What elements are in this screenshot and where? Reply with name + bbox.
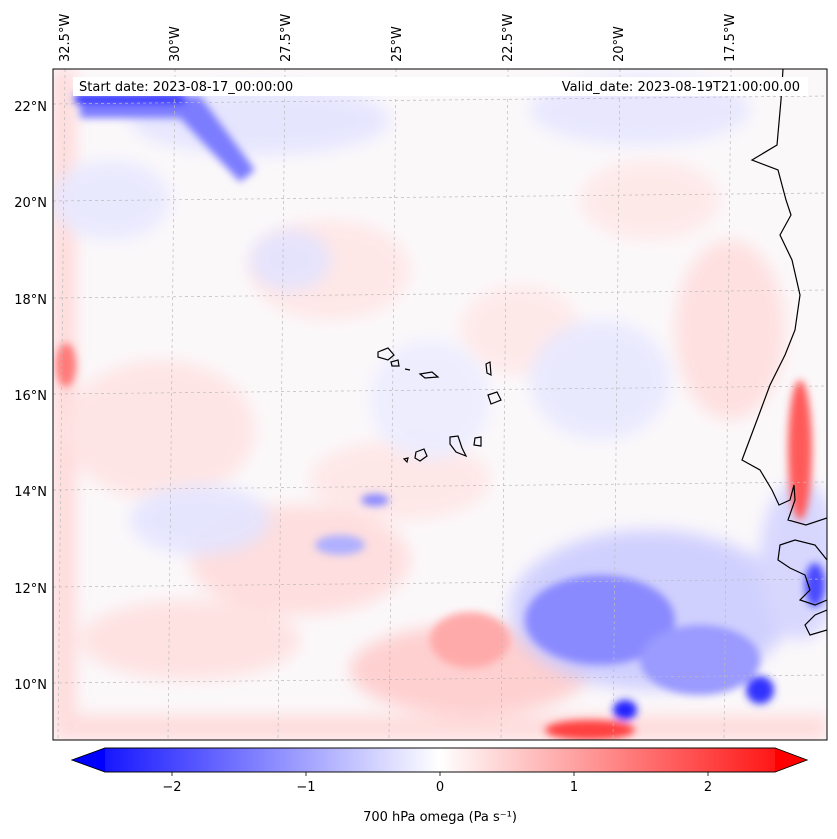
cape-verde-santo-antao — [377, 347, 395, 361]
lon-label: 17.5°W — [723, 14, 738, 62]
colorbar-min-extend — [72, 748, 105, 772]
cape-verde-sao-nicolau — [418, 371, 440, 379]
guinea-bissau-coast — [804, 609, 827, 636]
lon-label: 22.5°W — [501, 14, 516, 62]
lat-label: 10°N — [14, 678, 47, 693]
coastlines — [377, 69, 827, 636]
date-info-box — [73, 77, 808, 96]
start-date-label: Start date: 2023-08-17_00:00:00 — [79, 80, 293, 95]
gambia-senegal-coast — [777, 539, 827, 606]
cape-verde-sal — [485, 361, 492, 377]
west-africa-coastline — [741, 69, 827, 526]
latitude-labels: 22°N 20°N 18°N 16°N 14°N 12°N 10°N — [14, 100, 47, 693]
cape-verde-santiago — [449, 435, 468, 458]
lat-label: 14°N — [14, 485, 47, 500]
colorbar-outline — [70, 747, 809, 773]
cape-verde-boa-vista — [487, 391, 502, 405]
cape-verde-sao-vicente — [390, 359, 400, 367]
map-frame — [52, 68, 828, 741]
cape-verde-brava — [402, 457, 409, 464]
gridlines — [53, 69, 827, 740]
colorbar-tick: −2 — [162, 780, 181, 795]
lon-label: 27.5°W — [279, 14, 294, 62]
lat-label: 18°N — [14, 293, 47, 308]
cape-verde-maio — [473, 436, 482, 447]
lon-label: 32.5°W — [58, 14, 73, 62]
lat-label: 20°N — [14, 196, 47, 211]
colorbar-body — [70, 747, 809, 773]
cape-verde-santa-luzia — [404, 368, 411, 371]
lon-label: 25°W — [390, 26, 405, 62]
lon-label: 30°W — [168, 26, 183, 62]
colorbar-tick: 0 — [436, 780, 444, 795]
omega-field — [53, 69, 827, 740]
lat-label: 12°N — [14, 582, 47, 597]
lat-label: 22°N — [14, 100, 47, 115]
cape-verde-fogo — [414, 448, 428, 462]
colorbar: −2 −1 0 1 2 700 hPa omega (Pa s⁻¹) — [70, 747, 809, 825]
colorbar-title: 700 hPa omega (Pa s⁻¹) — [363, 810, 517, 825]
colorbar-tick: 2 — [704, 780, 712, 795]
colorbar-tick: 1 — [570, 780, 578, 795]
colorbar-tick: −1 — [296, 780, 315, 795]
lon-label: 20°W — [612, 26, 627, 62]
colorbar-max-extend — [775, 748, 807, 772]
lat-label: 16°N — [14, 389, 47, 404]
valid-date-label: Valid_date: 2023-08-19T21:00:00.00 — [562, 80, 800, 95]
longitude-labels: 32.5°W 30°W 27.5°W 25°W 22.5°W 20°W 17.5… — [58, 14, 738, 62]
